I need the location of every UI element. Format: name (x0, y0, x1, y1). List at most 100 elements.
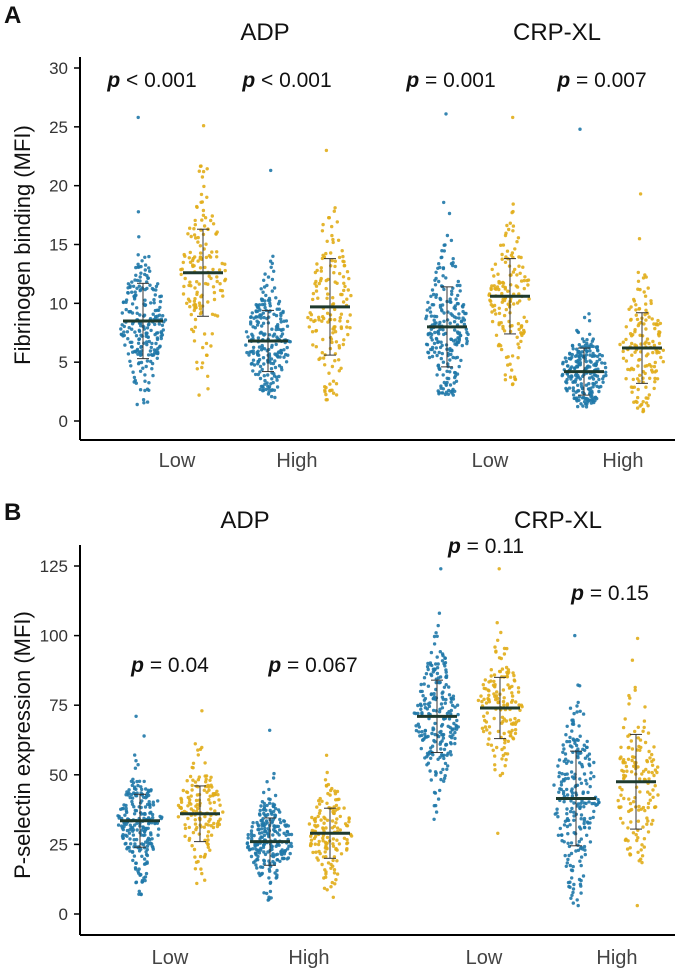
data-point-gold (645, 760, 650, 764)
data-point-gold (335, 789, 340, 794)
data-point-gold (334, 382, 339, 386)
data-point-blue (591, 815, 595, 820)
data-point-blue (271, 361, 276, 366)
data-point-gold (316, 842, 321, 847)
data-point-blue (444, 670, 448, 674)
data-point-blue (571, 737, 575, 741)
data-point-blue (441, 697, 445, 701)
data-point-gold (489, 299, 493, 303)
data-point-blue (450, 292, 454, 296)
data-point-gold (190, 844, 194, 848)
data-point-gold (333, 206, 337, 210)
y-tick-label: 0 (59, 905, 68, 924)
data-point-gold (198, 747, 203, 751)
data-point-gold (495, 285, 500, 289)
data-point-blue (455, 718, 459, 723)
data-point-gold (497, 342, 501, 347)
data-point-gold (616, 798, 620, 803)
data-point-blue (431, 670, 435, 674)
data-point-blue (279, 328, 284, 332)
data-point-gold (516, 690, 521, 694)
data-point-gold (203, 216, 208, 220)
data-point-blue (139, 271, 143, 275)
data-point-blue (431, 697, 435, 701)
data-point-gold (497, 669, 502, 674)
data-point-blue (583, 852, 587, 857)
data-point-blue (432, 634, 437, 639)
data-point-blue (266, 812, 270, 817)
data-point-blue (267, 895, 271, 899)
data-point-gold (495, 690, 499, 694)
data-point-gold (200, 365, 204, 370)
data-point-blue (128, 849, 132, 853)
data-point-blue (576, 700, 580, 705)
data-point-blue (440, 351, 444, 356)
data-point-gold (186, 232, 190, 236)
data-point-gold (190, 788, 194, 792)
data-point-blue (122, 803, 126, 807)
data-point-blue (260, 324, 264, 328)
data-point-gold (179, 272, 183, 277)
data-point-blue (133, 766, 138, 770)
data-point-gold (635, 317, 640, 322)
data-point-gold (193, 218, 197, 223)
p-value: = 0.067 (281, 654, 357, 677)
data-point-blue (601, 380, 605, 384)
data-point-gold (621, 725, 626, 730)
data-point-gold (347, 816, 351, 820)
data-point-blue (572, 801, 576, 805)
data-point-gold (330, 786, 334, 791)
data-point-gold (217, 268, 222, 272)
data-point-blue (147, 266, 151, 270)
data-point-blue (579, 855, 584, 859)
data-point-blue (145, 791, 150, 795)
data-point-gold (512, 678, 516, 682)
data-point-blue (456, 302, 460, 306)
data-point-gold (653, 380, 657, 384)
data-point-gold (215, 279, 219, 284)
data-point-blue (439, 702, 444, 706)
data-point-gold (629, 820, 633, 824)
data-point-blue (565, 812, 569, 816)
data-point-gold (495, 745, 499, 750)
data-point-gold (635, 377, 640, 381)
data-point-blue (587, 312, 591, 316)
data-point-gold (505, 249, 510, 253)
data-point-blue (432, 341, 437, 346)
data-point-blue (420, 689, 424, 694)
data-point-blue (434, 346, 438, 350)
data-point-blue (577, 825, 582, 829)
data-point-gold (203, 878, 207, 882)
data-point-blue (130, 290, 134, 294)
data-point-blue (437, 367, 442, 371)
data-point-blue (145, 802, 150, 807)
data-point-blue (127, 310, 131, 314)
data-point-blue (429, 663, 433, 667)
data-point-blue (414, 728, 419, 733)
data-point-blue (284, 352, 288, 357)
data-point-gold (516, 356, 520, 360)
data-point-blue (435, 373, 439, 377)
data-point-blue (582, 801, 586, 805)
data-point-blue (577, 343, 581, 347)
data-point-blue (441, 391, 445, 395)
data-point-blue (460, 343, 464, 348)
data-point-blue (147, 381, 151, 385)
data-point-blue (455, 355, 460, 360)
data-point-gold (325, 835, 330, 840)
data-point-blue (156, 799, 160, 803)
data-point-blue (266, 392, 271, 396)
data-point-blue (457, 364, 461, 369)
data-point-gold (195, 360, 199, 364)
data-point-blue (122, 824, 126, 829)
p-value-label: p = 0.067 (267, 654, 357, 677)
data-point-blue (583, 402, 588, 406)
data-point-blue (582, 743, 586, 747)
data-point-gold (492, 692, 496, 696)
data-point-blue (582, 844, 587, 849)
data-point-blue (117, 816, 121, 820)
data-point-blue (258, 313, 262, 317)
data-point-gold (187, 825, 191, 830)
data-point-blue (447, 685, 451, 689)
data-point-blue (126, 337, 130, 341)
